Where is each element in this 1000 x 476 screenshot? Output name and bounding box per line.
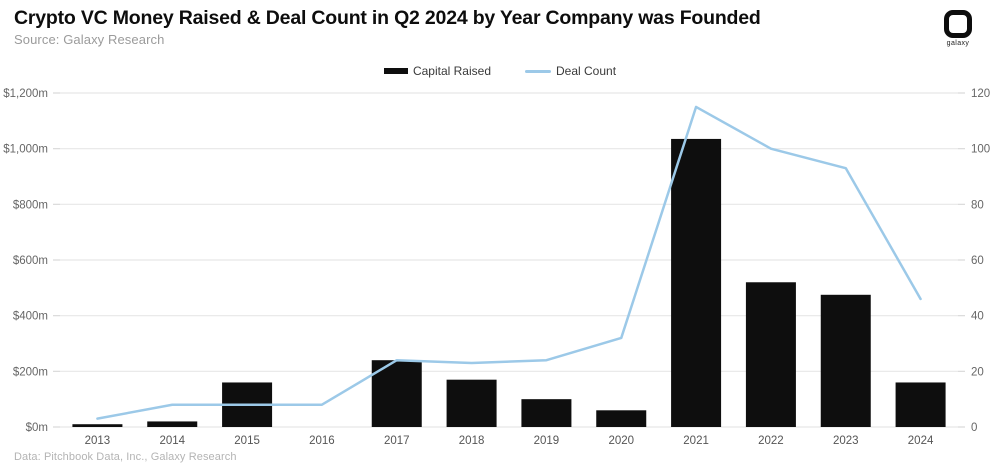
x-axis-label: 2015 xyxy=(234,435,260,447)
x-axis-label: 2017 xyxy=(384,435,410,447)
right-axis-tick-label: 0 xyxy=(971,422,977,434)
deal-count-line xyxy=(96,105,922,420)
legend-label-deal-count: Deal Count xyxy=(556,64,617,78)
x-axis-label: 2013 xyxy=(85,435,111,447)
bar-2013 xyxy=(72,424,123,427)
page-title: Crypto VC Money Raised & Deal Count in Q… xyxy=(14,7,761,29)
galaxy-logo-icon xyxy=(944,10,972,38)
x-axis-label: 2024 xyxy=(908,435,934,447)
x-axis-label: 2018 xyxy=(459,435,485,447)
bar-2023 xyxy=(820,294,871,427)
right-axis-tick-label: 20 xyxy=(971,366,984,378)
data-credit: Data: Pitchbook Data, Inc., Galaxy Resea… xyxy=(14,451,237,463)
x-axis-label: 2020 xyxy=(608,435,634,447)
left-axis-tick-label: $600m xyxy=(13,255,48,267)
x-axis-label: 2019 xyxy=(534,435,560,447)
left-axis-tick-label: $800m xyxy=(13,199,48,211)
chart-legend: Capital Raised Deal Count xyxy=(0,64,1000,78)
x-axis-label: 2022 xyxy=(758,435,784,447)
bar-2020 xyxy=(596,410,647,427)
deal-count-swatch xyxy=(525,69,551,73)
left-axis-tick-label: $0m xyxy=(26,422,48,434)
galaxy-logo-text: galaxy xyxy=(946,40,970,47)
x-axis-label: 2023 xyxy=(833,435,859,447)
left-axis-tick-label: $1,000m xyxy=(3,144,48,156)
right-axis-tick-label: 100 xyxy=(971,144,990,156)
legend-item-capital-raised: Capital Raised xyxy=(383,64,491,78)
bar-2024 xyxy=(895,382,946,427)
galaxy-logo: galaxy xyxy=(938,10,978,47)
right-axis-tick-label: 120 xyxy=(971,88,990,100)
x-axis-label: 2016 xyxy=(309,435,335,447)
left-axis-tick-label: $400m xyxy=(13,311,48,323)
right-axis-tick-label: 60 xyxy=(971,255,984,267)
bar-2018 xyxy=(446,379,497,427)
legend-item-deal-count: Deal Count xyxy=(525,64,616,78)
left-axis-tick-label: $1,200m xyxy=(3,88,48,100)
left-axis-tick-label: $200m xyxy=(13,366,48,378)
source-caption: Source: Galaxy Research xyxy=(14,32,165,47)
capital-raised-swatch xyxy=(383,68,408,74)
bar-2022 xyxy=(745,282,796,427)
legend-label-capital-raised: Capital Raised xyxy=(412,64,491,78)
bar-2019 xyxy=(521,399,572,427)
x-axis-label: 2021 xyxy=(683,435,709,447)
right-axis-tick-label: 40 xyxy=(971,311,984,323)
bar-2014 xyxy=(147,421,198,427)
bar-2021 xyxy=(671,138,722,428)
x-axis-label: 2014 xyxy=(159,435,185,447)
right-axis-tick-label: 80 xyxy=(971,199,984,211)
